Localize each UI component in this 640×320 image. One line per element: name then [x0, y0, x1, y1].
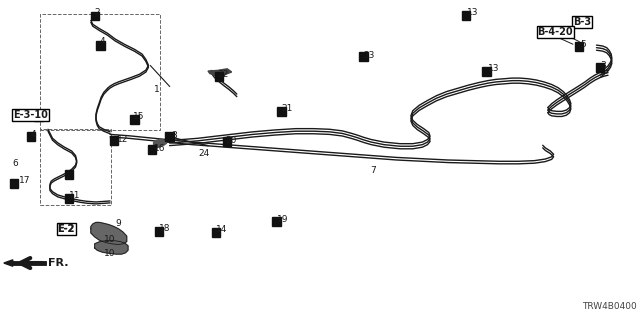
Polygon shape: [154, 139, 166, 148]
Bar: [212, 228, 220, 237]
Bar: [273, 217, 280, 226]
Text: 2: 2: [37, 111, 43, 120]
Bar: [462, 11, 470, 20]
Text: 9: 9: [115, 219, 121, 228]
Text: 8: 8: [172, 131, 177, 140]
Text: 10: 10: [104, 235, 115, 244]
Bar: [96, 41, 105, 50]
Text: 10: 10: [104, 249, 115, 258]
Text: 3: 3: [600, 61, 606, 70]
Text: 17: 17: [19, 176, 31, 185]
Text: B-3: B-3: [573, 17, 591, 28]
Bar: [278, 107, 285, 116]
Bar: [596, 63, 605, 72]
Bar: [165, 132, 174, 141]
Text: 20: 20: [225, 136, 237, 145]
Text: 1: 1: [154, 85, 159, 94]
Bar: [215, 72, 223, 81]
Text: 11: 11: [69, 191, 81, 200]
Text: E-2: E-2: [58, 224, 75, 234]
Bar: [40, 14, 160, 130]
Text: 23: 23: [364, 51, 375, 60]
Text: 13: 13: [467, 8, 479, 17]
Text: 16: 16: [154, 144, 165, 153]
Bar: [10, 179, 18, 188]
Text: 22: 22: [218, 70, 229, 79]
Text: 15: 15: [133, 112, 145, 121]
Text: 7: 7: [370, 166, 376, 175]
Text: E-3-10: E-3-10: [13, 110, 47, 120]
Text: 24: 24: [198, 149, 210, 158]
Bar: [40, 129, 111, 205]
Bar: [35, 112, 42, 121]
Bar: [65, 170, 73, 179]
Bar: [110, 136, 118, 145]
Text: 4: 4: [99, 37, 105, 46]
Bar: [575, 42, 584, 51]
Bar: [27, 132, 35, 141]
Text: 4: 4: [31, 130, 36, 139]
Text: 2: 2: [95, 8, 100, 17]
Bar: [360, 52, 367, 61]
Text: TRW4B0400: TRW4B0400: [582, 302, 637, 311]
Text: FR.: FR.: [48, 258, 68, 268]
Text: 14: 14: [216, 225, 228, 234]
Polygon shape: [95, 241, 128, 254]
Bar: [483, 67, 491, 76]
Text: 5: 5: [580, 40, 586, 49]
Text: 12: 12: [116, 135, 128, 144]
Polygon shape: [4, 260, 13, 266]
Bar: [155, 227, 163, 236]
Polygon shape: [91, 222, 127, 244]
Bar: [223, 137, 232, 146]
Text: E-2: E-2: [58, 224, 75, 234]
Text: 6: 6: [13, 159, 19, 168]
Text: B-4-20: B-4-20: [538, 27, 573, 37]
Text: 13: 13: [488, 64, 499, 73]
Polygon shape: [208, 69, 232, 76]
Bar: [91, 12, 99, 20]
Bar: [131, 115, 139, 124]
Text: 18: 18: [159, 224, 170, 233]
Text: 21: 21: [282, 104, 293, 113]
Bar: [148, 145, 157, 154]
Bar: [65, 194, 73, 203]
Text: 19: 19: [276, 215, 288, 224]
